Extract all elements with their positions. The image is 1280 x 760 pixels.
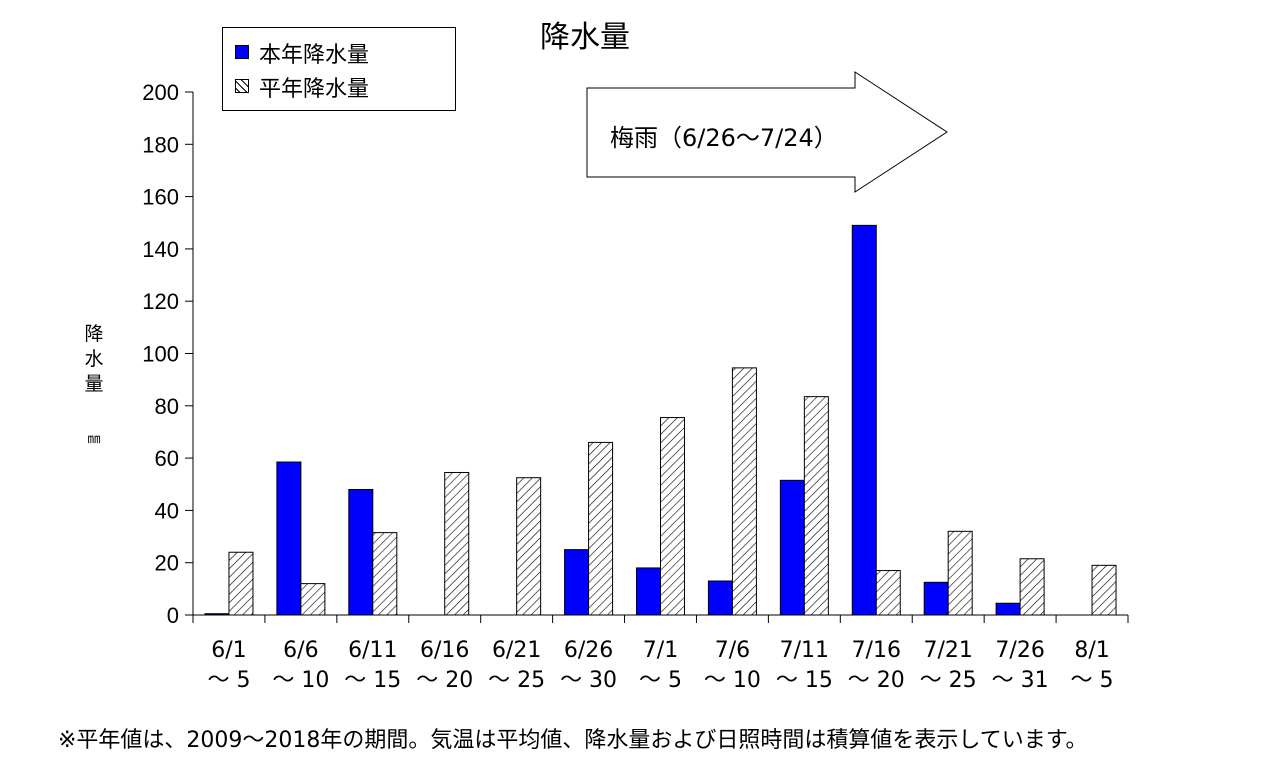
x-tick-label: 7/26 ～ 31: [984, 636, 1056, 696]
y-axis-label: 降 水 量: [82, 322, 106, 397]
rainy-season-arrow: [586, 71, 948, 193]
y-axis-unit: ㎜: [87, 432, 101, 447]
legend: 本年降水量 平年降水量: [222, 27, 456, 111]
x-tick-label-line: ～ 25: [919, 668, 977, 693]
footnote: ※平年値は、2009～2018年の期間。気温は平均値、降水量および日照時間は積算…: [58, 728, 1088, 753]
x-tick-label-line: ～ 15: [344, 668, 402, 693]
y-tick-label: 140: [142, 237, 179, 262]
x-tick-label-line: ～ 5: [1070, 668, 1114, 693]
bar-normal: [516, 477, 542, 616]
bar-this-year: [923, 581, 949, 616]
bar-this-year: [707, 580, 733, 616]
legend-swatch-this-year: [235, 45, 249, 59]
y-tick-label: 100: [142, 342, 179, 367]
bar-normal: [875, 570, 901, 616]
y-tick-label: 120: [142, 289, 179, 314]
x-tick-label: 7/6 ～ 10: [696, 636, 768, 696]
bar-normal: [588, 441, 614, 616]
bar-this-year: [851, 224, 877, 616]
bar-this-year: [204, 613, 230, 616]
x-tick-label-line: 6/21: [491, 638, 542, 663]
legend-label-this-year: 本年降水量: [259, 43, 370, 68]
bar-normal: [1091, 564, 1117, 616]
x-tick-label-line: ～ 15: [775, 668, 833, 693]
x-tick-label: 6/1 ～ 5: [193, 636, 265, 696]
x-tick-label-line: 7/6: [714, 638, 751, 663]
legend-label-normal: 平年降水量: [259, 77, 370, 102]
bar-normal: [444, 471, 470, 616]
x-tick-label: 6/16 ～ 20: [409, 636, 481, 696]
x-tick-label-line: ～ 5: [639, 668, 682, 693]
x-tick-label: 7/21 ～ 25: [912, 636, 984, 696]
x-tick-label: 8/1 ～ 5: [1056, 636, 1128, 696]
x-tick-label-line: ～ 20: [416, 668, 474, 693]
y-tick-label: 200: [142, 80, 179, 105]
bar-this-year: [348, 488, 374, 616]
x-tick-label-line: 7/21: [923, 638, 973, 663]
x-tick-label-line: 7/16: [851, 638, 901, 663]
bar-this-year: [636, 567, 661, 616]
bar-normal: [228, 551, 254, 616]
x-tick-label-line: ～ 10: [703, 668, 761, 693]
y-tick-label: 40: [155, 498, 179, 523]
bar-normal: [1019, 558, 1045, 616]
y-axis-label-text: 降 水 量: [84, 323, 104, 395]
bar-this-year: [995, 602, 1021, 616]
legend-swatch-normal: [235, 79, 249, 93]
x-tick-label-line: 7/26: [995, 638, 1045, 663]
y-tick-label: 60: [155, 446, 179, 471]
y-tick-label: 160: [142, 185, 179, 210]
x-tick-label-line: 7/1: [642, 638, 679, 663]
x-tick-label: 6/26 ～ 30: [553, 636, 625, 696]
x-tick-label: 6/6 ～ 10: [265, 636, 337, 696]
bar-this-year: [779, 479, 805, 616]
bar-normal: [731, 367, 757, 616]
rainy-season-label: 梅雨（6/26～7/24）: [610, 124, 838, 152]
y-tick-label: 80: [155, 394, 179, 419]
chart-title: 降水量: [540, 20, 630, 55]
bar-normal: [372, 532, 398, 616]
x-tick-label: 6/11 ～ 15: [337, 636, 409, 696]
bar-normal: [803, 396, 829, 616]
x-tick-label-line: 6/1: [211, 638, 247, 663]
y-tick-label: 0: [167, 603, 179, 628]
y-tick-label: 180: [142, 132, 179, 157]
x-tick-label-line: ～ 25: [488, 668, 546, 693]
bar-normal: [660, 417, 685, 616]
x-tick-label-line: 6/6: [283, 638, 319, 663]
x-tick-label-line: ～ 30: [560, 668, 618, 693]
x-tick-label-line: ～ 5: [207, 668, 251, 693]
x-tick-label-line: 6/16: [420, 638, 470, 663]
legend-item-normal: 平年降水量: [235, 72, 370, 102]
y-tick-label: 20: [155, 551, 179, 576]
legend-item-this-year: 本年降水量: [235, 38, 370, 68]
bar-this-year: [564, 549, 590, 616]
x-tick-label: 7/1 ～ 5: [625, 636, 697, 696]
x-tick-label-line: ～ 20: [847, 668, 905, 693]
x-tick-label-line: 6/11: [348, 638, 398, 663]
bar-this-year: [276, 461, 302, 616]
bar-normal: [947, 530, 973, 616]
x-tick-label-line: ～ 31: [991, 668, 1049, 693]
x-tick-label-line: 7/11: [779, 638, 830, 663]
x-tick-label: 7/11 ～ 15: [768, 636, 840, 696]
x-tick-label-line: 8/1: [1074, 638, 1110, 663]
x-tick-label: 7/16 ～ 20: [840, 636, 912, 696]
x-tick-label-line: 6/26: [563, 638, 614, 663]
x-tick-label-line: ～ 10: [272, 668, 330, 693]
bar-normal: [300, 583, 326, 616]
x-tick-label: 6/21 ～ 25: [481, 636, 553, 696]
